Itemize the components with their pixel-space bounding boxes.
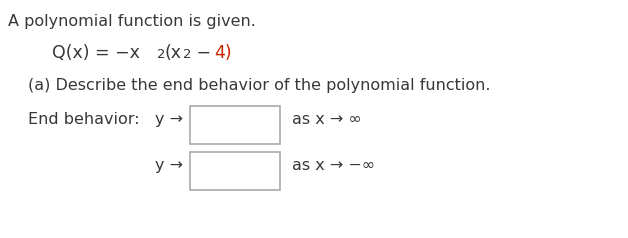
Text: y →: y → — [155, 158, 183, 173]
Text: 2: 2 — [183, 48, 192, 61]
Text: y →: y → — [155, 112, 183, 127]
Bar — [190, 152, 280, 190]
Text: (a) Describe the end behavior of the polynomial function.: (a) Describe the end behavior of the pol… — [28, 78, 490, 93]
Text: −: − — [191, 44, 217, 62]
Text: as x → ∞: as x → ∞ — [292, 112, 362, 127]
Text: Q(x) = −x: Q(x) = −x — [52, 44, 140, 62]
Bar — [190, 106, 280, 144]
Text: End behavior:: End behavior: — [28, 112, 139, 127]
Text: as x → −∞: as x → −∞ — [292, 158, 375, 173]
Text: A polynomial function is given.: A polynomial function is given. — [8, 14, 256, 29]
Text: (x: (x — [165, 44, 182, 62]
Text: 2: 2 — [157, 48, 166, 61]
Text: 4): 4) — [214, 44, 232, 62]
